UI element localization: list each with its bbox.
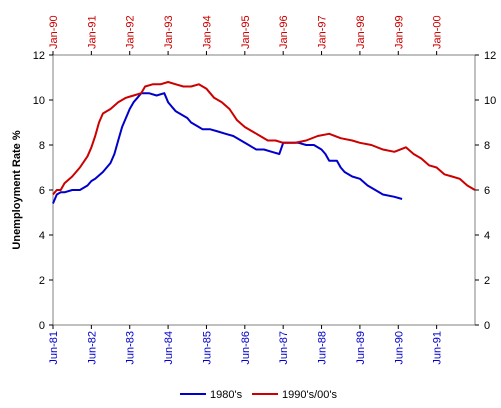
y-tick-label-right: 4 (484, 230, 490, 242)
y-tick-label-right: 6 (484, 185, 490, 197)
x-tick-label-top: Jan-91 (86, 15, 98, 49)
x-tick-label-bottom: Jun-89 (355, 331, 367, 365)
plot-frame (52, 54, 476, 326)
x-tick-label-top: Jan-99 (393, 15, 405, 49)
x-tick-label-bottom: Jun-82 (86, 331, 98, 365)
x-tick-label-top: Jan-92 (125, 15, 137, 49)
x-tick-label-bottom: Jun-91 (432, 331, 444, 365)
y-tick-label-left: 2 (39, 275, 45, 287)
y-tick-label-right: 12 (484, 50, 496, 62)
plot-area (52, 54, 476, 326)
x-tick-label-top: Jan-93 (163, 15, 175, 49)
y-tick-label-left: 4 (39, 230, 45, 242)
legend-label: 1980's (210, 389, 243, 401)
y-tick-label-left: 12 (33, 50, 45, 62)
x-tick-label-top: Jan-94 (201, 15, 213, 49)
x-tick-label-bottom: Jun-83 (125, 331, 137, 365)
y-tick-label-right: 2 (484, 275, 490, 287)
x-tick-label-bottom: Jun-90 (393, 331, 405, 365)
y-tick-label-left: 10 (33, 95, 45, 107)
x-tick-label-top: Jan-98 (355, 15, 367, 49)
x-tick-label-top: Jan-90 (48, 15, 60, 49)
x-tick-label-top: Jan-97 (317, 15, 329, 49)
y-tick-label-left: 0 (39, 320, 45, 332)
x-tick-label-bottom: Jun-88 (317, 331, 329, 365)
x-tick-label-top: Jan-96 (278, 15, 290, 49)
x-tick-label-top: Jan-00 (432, 15, 444, 49)
series-layer (52, 81, 476, 204)
x-tick-label-bottom: Jun-84 (163, 331, 175, 365)
y-axis-title: Unemployment Rate % (11, 130, 23, 249)
axes-layer: 0 0 2 2 4 4 6 6 8 8 10 10 12 12 Jun-81 Jun-82 Jun-83 Jun-… (11, 15, 496, 364)
y-tick-label-left: 8 (39, 140, 45, 152)
y-tick-label-right: 0 (484, 320, 490, 332)
x-tick-label-bottom: Jun-87 (278, 331, 290, 365)
x-tick-label-bottom: Jun-81 (48, 331, 60, 365)
y-tick-label-left: 6 (39, 185, 45, 197)
x-tick-label-bottom: Jun-86 (240, 331, 252, 365)
series-line-1990s-00s (52, 81, 476, 196)
legend: 1980's 1990's/00's (180, 389, 337, 401)
series-line-1980s (52, 92, 403, 204)
y-tick-label-right: 10 (484, 95, 496, 107)
x-tick-label-bottom: Jun-85 (201, 331, 213, 365)
x-tick-label-top: Jan-95 (240, 15, 252, 49)
y-tick-label-right: 8 (484, 140, 490, 152)
legend-label: 1990's/00's (282, 389, 337, 401)
